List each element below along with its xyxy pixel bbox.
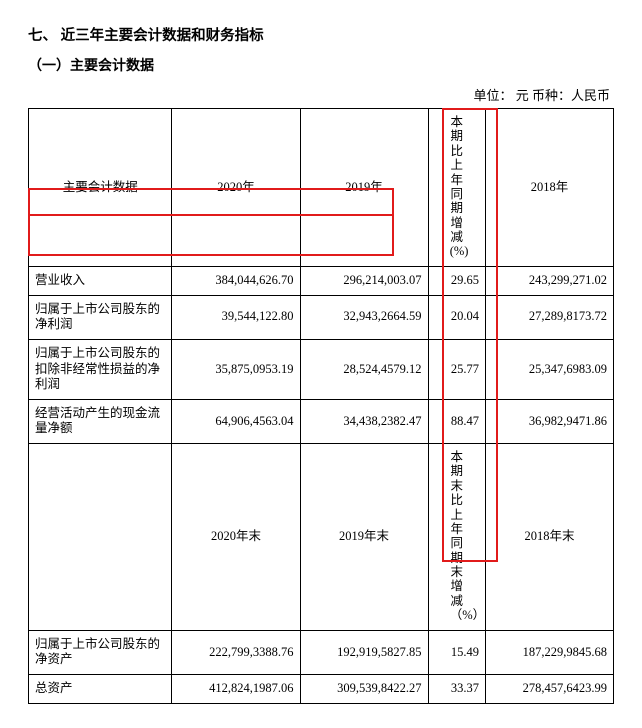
col-header-pct: 本期比上年同期增减(%) bbox=[428, 109, 485, 267]
financial-table-wrap: 主要会计数据 2020年 2019年 本期比上年同期增减(%) 2018年 营业… bbox=[28, 108, 614, 704]
cell-pct: 20.04 bbox=[428, 295, 485, 339]
cell-2019: 34,438,2382.47 bbox=[300, 399, 428, 443]
col-subheader-2019e: 2019年末 bbox=[300, 444, 428, 631]
cell-2018: 27,289,8173.72 bbox=[485, 295, 613, 339]
cell-pct: 33.37 bbox=[428, 675, 485, 704]
row-label: 经营活动产生的现金流量净额 bbox=[29, 399, 172, 443]
col-subheader-pct: 本期末比上年同期末增减（%） bbox=[428, 444, 485, 631]
cell-2018: 278,457,6423.99 bbox=[485, 675, 613, 704]
cell-2018: 25,347,6983.09 bbox=[485, 339, 613, 399]
row-label: 营业收入 bbox=[29, 267, 172, 296]
cell-2020: 222,799,3388.76 bbox=[172, 630, 300, 674]
col-header-metric: 主要会计数据 bbox=[29, 109, 172, 267]
financial-table: 主要会计数据 2020年 2019年 本期比上年同期增减(%) 2018年 营业… bbox=[28, 108, 614, 704]
cell-2018: 243,299,271.02 bbox=[485, 267, 613, 296]
col-header-2020: 2020年 bbox=[172, 109, 300, 267]
cell-2019: 192,919,5827.85 bbox=[300, 630, 428, 674]
col-header-2019: 2019年 bbox=[300, 109, 428, 267]
cell-pct: 29.65 bbox=[428, 267, 485, 296]
table-row: 总资产 412,824,1987.06 309,539,8422.27 33.3… bbox=[29, 675, 614, 704]
cell-2020: 64,906,4563.04 bbox=[172, 399, 300, 443]
unit-line: 单位： 元 币种：人民币 bbox=[28, 85, 614, 104]
col-header-2018: 2018年 bbox=[485, 109, 613, 267]
cell-2019: 32,943,2664.59 bbox=[300, 295, 428, 339]
table-subheader-row: 2020年末 2019年末 本期末比上年同期末增减（%） 2018年末 bbox=[29, 444, 614, 631]
table-row: 归属于上市公司股东的净资产 222,799,3388.76 192,919,58… bbox=[29, 630, 614, 674]
cell-2019: 296,214,003.07 bbox=[300, 267, 428, 296]
cell-2020: 412,824,1987.06 bbox=[172, 675, 300, 704]
table-row: 归属于上市公司股东的扣除非经常性损益的净利润 35,875,0953.19 28… bbox=[29, 339, 614, 399]
cell-pct: 25.77 bbox=[428, 339, 485, 399]
cell-pct: 88.47 bbox=[428, 399, 485, 443]
cell-2019: 309,539,8422.27 bbox=[300, 675, 428, 704]
pct-subheader-text: 本期末比上年同期末增减（%） bbox=[450, 450, 464, 623]
col-subheader-blank bbox=[29, 444, 172, 631]
table-header-row: 主要会计数据 2020年 2019年 本期比上年同期增减(%) 2018年 bbox=[29, 109, 614, 267]
pct-header-text: 本期比上年同期增减(%) bbox=[450, 115, 464, 259]
cell-2018: 187,229,9845.68 bbox=[485, 630, 613, 674]
row-label: 归属于上市公司股东的净利润 bbox=[29, 295, 172, 339]
row-label: 归属于上市公司股东的净资产 bbox=[29, 630, 172, 674]
col-subheader-2018e: 2018年末 bbox=[485, 444, 613, 631]
row-label: 总资产 bbox=[29, 675, 172, 704]
col-subheader-2020e: 2020年末 bbox=[172, 444, 300, 631]
cell-2020: 35,875,0953.19 bbox=[172, 339, 300, 399]
row-label: 归属于上市公司股东的扣除非经常性损益的净利润 bbox=[29, 339, 172, 399]
cell-2019: 28,524,4579.12 bbox=[300, 339, 428, 399]
section-heading: 七、 近三年主要会计数据和财务指标 bbox=[28, 24, 614, 45]
table-row: 归属于上市公司股东的净利润 39,544,122.80 32,943,2664.… bbox=[29, 295, 614, 339]
cell-2020: 39,544,122.80 bbox=[172, 295, 300, 339]
cell-pct: 15.49 bbox=[428, 630, 485, 674]
cell-2018: 36,982,9471.86 bbox=[485, 399, 613, 443]
table-row: 营业收入 384,044,626.70 296,214,003.07 29.65… bbox=[29, 267, 614, 296]
cell-2020: 384,044,626.70 bbox=[172, 267, 300, 296]
table-row: 经营活动产生的现金流量净额 64,906,4563.04 34,438,2382… bbox=[29, 399, 614, 443]
section-subheading: （一）主要会计数据 bbox=[28, 55, 614, 75]
